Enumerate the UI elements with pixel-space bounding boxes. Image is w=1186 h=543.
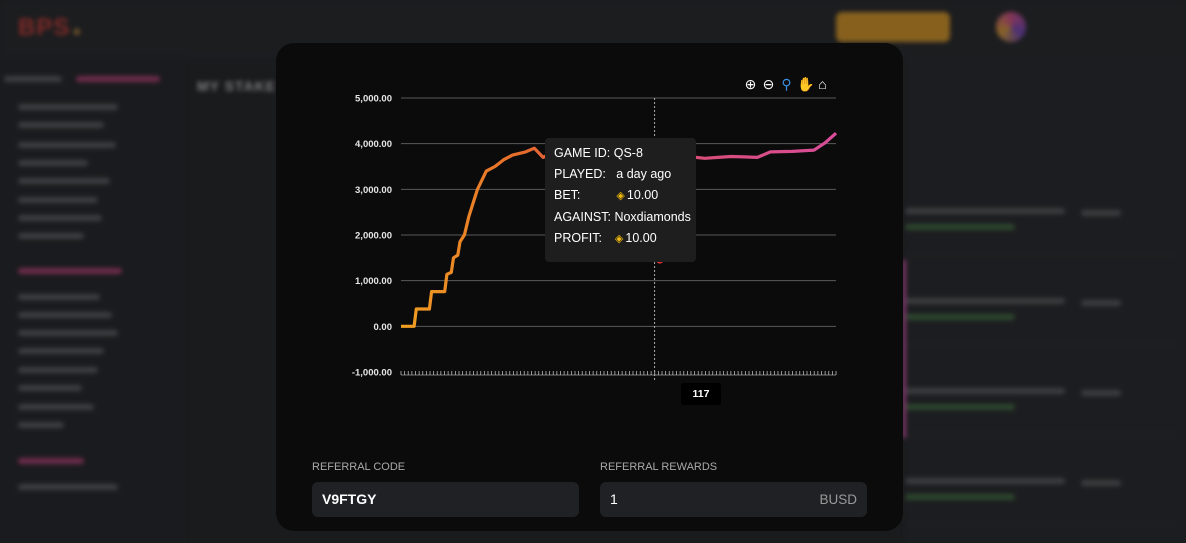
busd-coin-icon: ◈ xyxy=(614,232,624,245)
y-tick-label: 2,000.00 xyxy=(355,231,392,242)
zoom-select-icon[interactable]: ⚲ xyxy=(781,75,792,92)
tooltip-played-value: a day ago xyxy=(616,167,672,182)
zoom-out-icon[interactable]: ⊖ xyxy=(762,75,775,92)
right-panel xyxy=(905,56,1186,543)
crosshair-x-label: 117 xyxy=(681,383,721,405)
profit-line-chart[interactable]: 5,000.00 4,000.00 3,000.00 2,000.00 1,000.00… xyxy=(276,43,903,531)
home-reset-icon[interactable]: ⌂ xyxy=(818,75,827,92)
tooltip-bet-value: 10.00 xyxy=(626,188,659,203)
pan-hand-icon[interactable]: ✋ xyxy=(797,75,815,92)
tooltip-bet-label: BET: xyxy=(554,188,581,203)
y-axis-labels: 5,000.00 4,000.00 3,000.00 2,000.00 1,000.00… xyxy=(352,94,392,379)
chart-tooltip: GAME ID: QS-8 PLAYED: a day ago BET: ◈ 10.… xyxy=(545,138,696,262)
tooltip-profit-label: PROFIT: xyxy=(554,230,602,245)
referral-rewards-value: 1 xyxy=(610,491,618,507)
scroll-indicator xyxy=(902,260,906,438)
avatar[interactable] xyxy=(996,12,1026,42)
tooltip-game-id-value: QS-8 xyxy=(613,146,643,160)
chart-toolbar: ⊕ ⊖ ⚲ ✋ ⌂ xyxy=(743,76,830,92)
zoom-in-icon[interactable]: ⊕ xyxy=(744,75,757,92)
y-tick-label: 5,000.00 xyxy=(355,94,392,105)
x-axis-ticks xyxy=(400,371,837,376)
tooltip-against-label: AGAINST: xyxy=(554,209,611,224)
y-tick-label: -1,000.00 xyxy=(352,368,392,379)
referral-code-value: V9FTGY xyxy=(322,491,377,507)
y-tick-label: 1,000.00 xyxy=(355,276,392,287)
tooltip-profit-value: 10.00 xyxy=(625,230,657,245)
sidebar xyxy=(0,56,185,543)
busd-coin-icon: ◈ xyxy=(616,190,625,203)
profit-chart-modal: 5,000.00 4,000.00 3,000.00 2,000.00 1,000.00… xyxy=(276,43,903,531)
referral-rewards-field[interactable]: 1 BUSD xyxy=(600,482,867,517)
top-action-button[interactable] xyxy=(836,12,950,42)
y-tick-label: 4,000.00 xyxy=(355,139,392,150)
referral-rewards-unit: BUSD xyxy=(819,492,857,507)
page-title: MY STAKE xyxy=(197,78,277,94)
referral-code-field[interactable]: V9FTGY xyxy=(312,482,579,517)
y-tick-label: 3,000.00 xyxy=(355,185,392,196)
y-tick-label: 0.00 xyxy=(374,322,393,333)
tooltip-played-label: PLAYED: xyxy=(554,167,606,182)
tooltip-against-value: Noxdiamonds xyxy=(614,209,691,224)
app-logo: BPS ★ xyxy=(18,14,83,41)
referral-rewards-label: REFERRAL REWARDS xyxy=(600,461,718,473)
referral-code-label: REFERRAL CODE xyxy=(312,461,406,473)
tooltip-game-id-label: GAME ID: xyxy=(554,146,611,160)
